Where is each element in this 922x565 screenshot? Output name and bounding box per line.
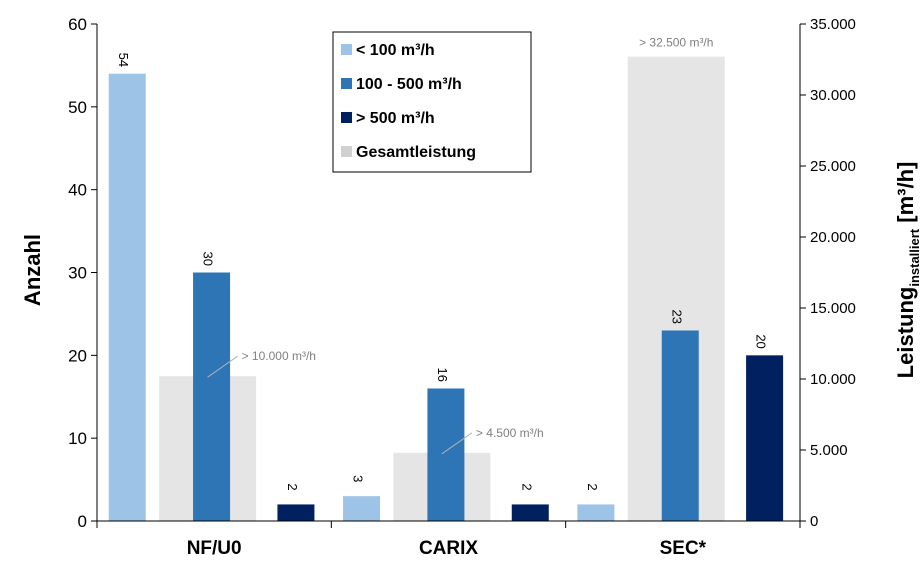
data-label-500-m-h-sec: 20: [754, 334, 769, 348]
axes: 0 10 20 30 40 50 60 0 5.000 10.000 15.000 20.000 25.…: [68, 15, 856, 559]
y2-tick-label-15-000: 15.000: [810, 300, 856, 317]
data-label-500-m-h-nf-u0: 2: [285, 483, 300, 490]
bar-100-m-h-nf-u0: [108, 73, 146, 521]
y2-tick-label-5-000: 5.000: [810, 442, 848, 459]
bar-500-m-h-carix: [511, 504, 549, 521]
y2-tick-label-30-000: 30.000: [810, 87, 856, 104]
y2-tick-label-0: 0: [810, 513, 818, 530]
data-label-100-m-h-sec: 2: [585, 483, 600, 490]
y2-tick-label-25-000: 25.000: [810, 158, 856, 175]
anzahl-bars: [108, 73, 784, 521]
y2-axis-title-unit: [m³/h]: [893, 162, 918, 229]
annotations: > 10.000 m³/h > 4.500 m³/h > 32.500 m³/h: [207, 36, 713, 455]
legend-label-gesamtleistung: Gesamtleistung: [356, 144, 476, 161]
data-label-100-500-m-h-carix: 16: [435, 367, 450, 381]
legend-label-100-m-h: < 100 m³/h: [356, 42, 435, 59]
annotation-leader-nf-u0: [207, 355, 238, 378]
legend-label-500-m-h: > 500 m³/h: [356, 110, 435, 127]
y-tick-label-10: 10: [68, 429, 87, 448]
data-label-500-m-h-carix: 2: [519, 483, 534, 490]
y-tick-label-50: 50: [68, 98, 87, 117]
x-tick-label-carix: CARIX: [419, 538, 478, 559]
legend-swatch-gesamtleistung: [341, 146, 352, 157]
y2-tick-label-35-000: 35.000: [810, 16, 856, 33]
legend: < 100 m³/h 100 - 500 m³/h > 500 m³/h Gesamt…: [332, 31, 532, 173]
annotation-nf-u0: > 10.000 m³/h: [242, 349, 316, 363]
y2-axis-title-main: Leistung: [893, 287, 918, 379]
data-label-100-500-m-h-sec: 23: [669, 309, 684, 323]
legend-box: [332, 31, 532, 173]
y2-axis-title: Leistunginstalliert [m³/h]: [893, 162, 922, 379]
bar-500-m-h-nf-u0: [277, 504, 315, 521]
y-tick-label-0: 0: [78, 512, 87, 531]
legend-label-100-500-m-h: 100 - 500 m³/h: [356, 76, 462, 93]
x-tick-label-sec: SEC*: [660, 538, 707, 559]
legend-swatch-100-500-m-h: [341, 78, 352, 89]
bar-100-500-m-h-carix: [427, 388, 465, 521]
y-tick-label-20: 20: [68, 346, 87, 365]
y2-tick-label-10-000: 10.000: [810, 371, 856, 388]
y-tick-label-40: 40: [68, 181, 87, 200]
y-axis-title: Anzahl: [20, 234, 45, 306]
legend-swatch-100-m-h: [341, 44, 352, 55]
data-label-100-m-h-nf-u0: 54: [116, 53, 131, 67]
y2-tick-label-20-000: 20.000: [810, 229, 856, 246]
bar-100-m-h-sec: [577, 504, 615, 521]
data-label-100-m-h-carix: 3: [351, 475, 366, 482]
legend-swatch-500-m-h: [341, 112, 352, 123]
y-tick-label-30: 30: [68, 264, 87, 283]
annotation-carix: > 4.500 m³/h: [476, 426, 544, 440]
annotation-leader-carix: [441, 432, 473, 455]
annotation-sec: > 32.500 m³/h: [639, 36, 713, 50]
bar-100-500-m-h-sec: [661, 330, 699, 521]
y-tick-label-60: 60: [68, 15, 87, 34]
data-label-100-500-m-h-nf-u0: 30: [201, 252, 216, 266]
bar-100-m-h-carix: [343, 496, 381, 521]
bar-100-500-m-h-nf-u0: [193, 272, 231, 521]
bar-500-m-h-sec: [746, 355, 784, 521]
x-tick-label-nf-u0: NF/U0: [187, 538, 242, 559]
y2-axis-title-sub: installiert: [907, 228, 922, 286]
